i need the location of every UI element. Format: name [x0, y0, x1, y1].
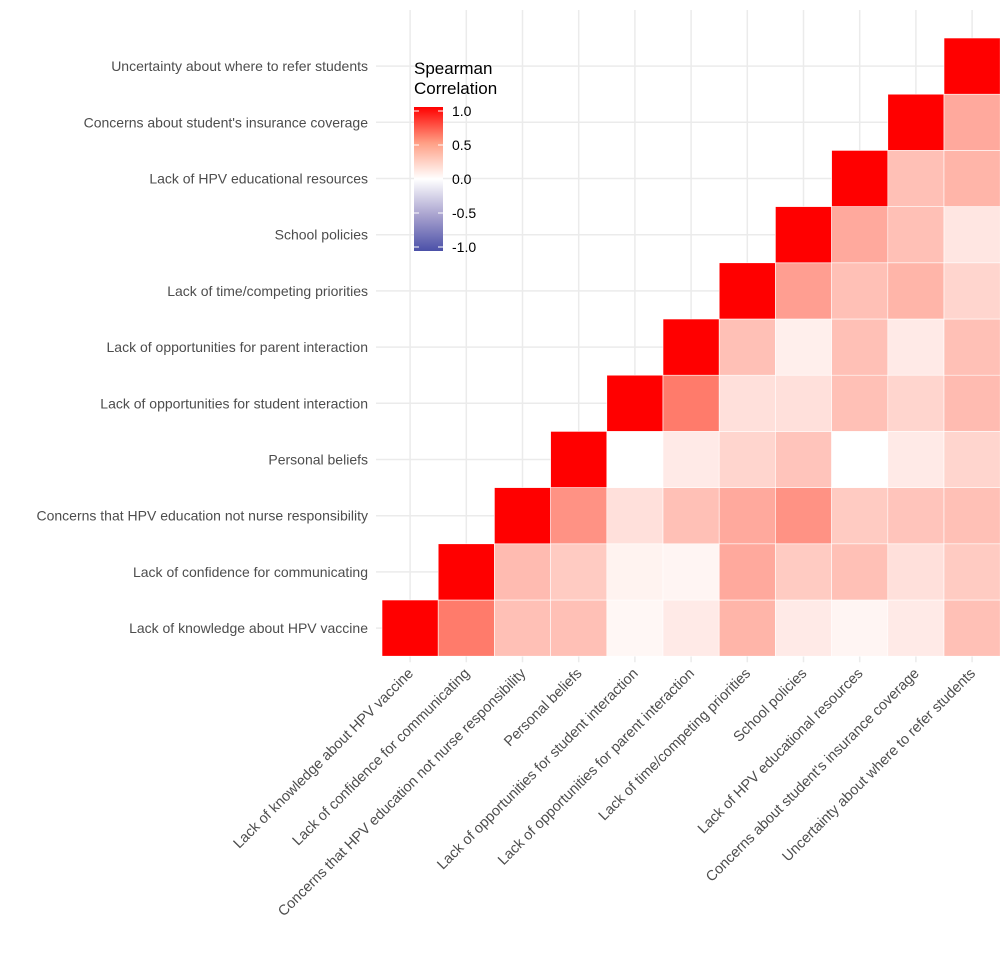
heatmap-cell: [550, 599, 608, 657]
heatmap-cell: [718, 599, 776, 657]
legend-tick-label: -1.0: [452, 239, 476, 255]
x-tick-label: Uncertainty about where to refer student…: [780, 666, 979, 865]
heatmap-cell: [887, 150, 945, 207]
heatmap-cell: [943, 487, 1000, 545]
heatmap-cell: [550, 543, 608, 601]
heatmap-cell: [718, 374, 776, 432]
heatmap-cell: [662, 318, 720, 376]
y-tick-label: Lack of opportunities for student intera…: [100, 395, 368, 411]
y-axis-labels: Lack of knowledge about HPV vaccine Lack …: [36, 58, 368, 636]
heatmap-cell: [494, 543, 551, 601]
heatmap-cell: [943, 262, 1000, 320]
heatmap-cell: [662, 487, 720, 545]
heatmap-cell: [831, 318, 889, 376]
legend-title-line2: Correlation: [414, 79, 497, 98]
heatmap-cell: [718, 487, 776, 545]
heatmap-cell: [887, 262, 945, 320]
y-tick-label: School policies: [275, 227, 368, 243]
heatmap-cell: [606, 374, 664, 432]
heatmap-cell: [831, 543, 889, 601]
y-tick-label: Lack of confidence for communicating: [133, 564, 368, 580]
y-tick-label: Lack of time/competing priorities: [167, 283, 368, 299]
heatmap-cell: [887, 431, 945, 488]
heatmap-cell: [662, 431, 720, 488]
legend: Spearman Correlation 1.0 0.5 0.0 -0.5 -1.0: [414, 59, 497, 255]
heatmap-cell: [718, 431, 776, 488]
x-tick-label: Concerns that HPV education not nurse re…: [275, 665, 530, 920]
y-tick-label: Personal beliefs: [268, 452, 368, 468]
heatmap-cell: [943, 543, 1000, 601]
heatmap-cell: [775, 487, 832, 545]
heatmap-cell: [943, 599, 1000, 657]
heatmap-cell: [943, 374, 1000, 432]
y-tick-label: Concerns about student's insurance cover…: [84, 114, 369, 130]
heatmap-cell: [887, 543, 945, 601]
heatmap-cell: [437, 543, 495, 601]
heatmap-cell: [887, 374, 945, 432]
heatmap-cell: [494, 599, 551, 657]
heatmap-cell: [775, 374, 832, 432]
heatmap-cell: [831, 487, 889, 545]
heatmap-cell: [775, 599, 832, 657]
heatmap-cell: [943, 150, 1000, 207]
x-tick-label: Lack of opportunities for student intera…: [434, 666, 641, 873]
heatmap-cell: [887, 599, 945, 657]
heatmap-cell: [943, 93, 1000, 151]
y-tick-label: Lack of opportunities for parent interac…: [107, 339, 369, 355]
legend-title-line1: Spearman: [414, 59, 492, 78]
x-tick-label: Concerns about student's insurance cover…: [703, 666, 923, 886]
heatmap-cell: [381, 599, 439, 657]
heatmap-cell: [887, 318, 945, 376]
heatmap-cell: [943, 318, 1000, 376]
heatmap-cell: [662, 599, 720, 657]
legend-tick-label: -0.5: [452, 205, 476, 221]
heatmap-cell: [831, 374, 889, 432]
y-tick-label: Lack of HPV educational resources: [149, 171, 368, 187]
legend-tick-label: 1.0: [452, 103, 472, 119]
legend-tick-label: 0.0: [452, 171, 472, 187]
heatmap-cell: [831, 262, 889, 320]
heatmap-cell: [943, 37, 1000, 95]
heatmap-cells: [381, 37, 1000, 657]
heatmap-cell: [718, 318, 776, 376]
heatmap-cell: [775, 318, 832, 376]
heatmap-cell: [887, 487, 945, 545]
heatmap-cell: [550, 431, 608, 488]
heatmap-cell: [831, 431, 889, 488]
heatmap-cell: [831, 150, 889, 207]
heatmap-cell: [775, 431, 832, 488]
heatmap-cell: [662, 374, 720, 432]
heatmap-cell: [494, 487, 551, 545]
heatmap-cell: [831, 206, 889, 264]
heatmap-cell: [831, 599, 889, 657]
y-tick-label: Lack of knowledge about HPV vaccine: [129, 620, 368, 636]
legend-tick-label: 0.5: [452, 137, 472, 153]
y-tick-label: Uncertainty about where to refer student…: [111, 58, 368, 74]
heatmap-cell: [943, 431, 1000, 488]
x-tick-label: Lack of opportunities for parent interac…: [495, 666, 698, 869]
heatmap-cell: [437, 599, 495, 657]
x-axis-labels: Lack of knowledge about HPV vaccineLack …: [231, 665, 979, 920]
heatmap-cell: [662, 543, 720, 601]
heatmap-cell: [887, 93, 945, 151]
heatmap-cell: [718, 543, 776, 601]
heatmap-cell: [718, 262, 776, 320]
heatmap-cell: [775, 262, 832, 320]
y-tick-label: Concerns that HPV education not nurse re…: [36, 508, 368, 524]
heatmap-cell: [550, 487, 608, 545]
heatmap-cell: [606, 599, 664, 657]
heatmap-cell: [606, 543, 664, 601]
heatmap-cell: [887, 206, 945, 264]
heatmap-cell: [943, 206, 1000, 264]
heatmap-cell: [606, 487, 664, 545]
heatmap-cell: [775, 543, 832, 601]
heatmap-cell: [606, 431, 664, 488]
heatmap-cell: [775, 206, 832, 264]
